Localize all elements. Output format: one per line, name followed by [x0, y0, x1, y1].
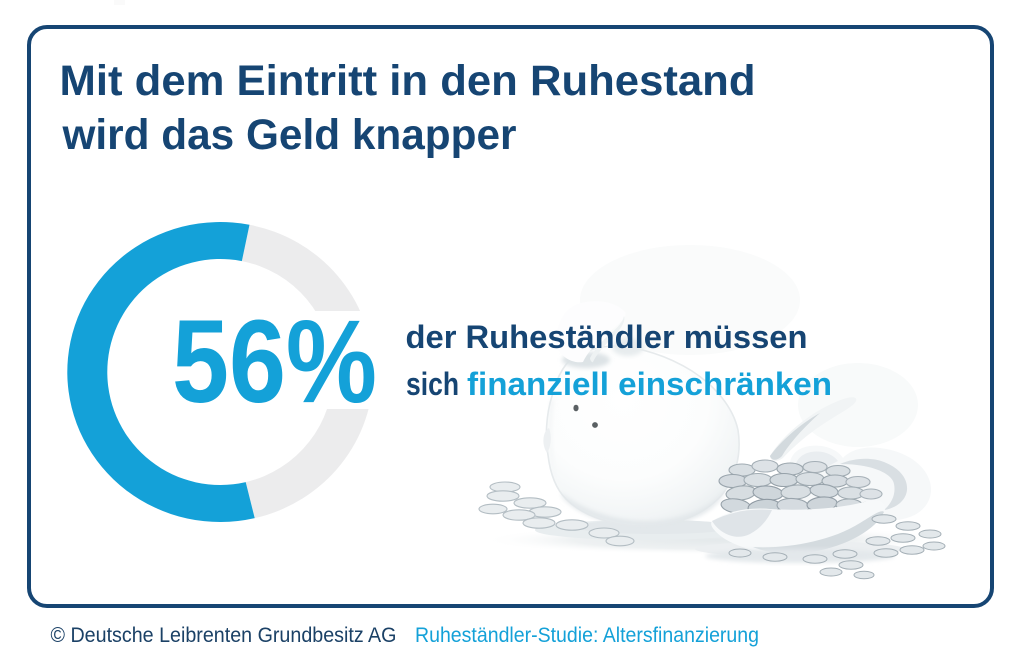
svg-text:wird das Geld knapper: wird das Geld knapper: [62, 111, 517, 159]
svg-text:56%: 56%: [172, 296, 377, 428]
svg-text:© Deutsche Leibrenten Grundbes: © Deutsche Leibrenten Grundbesitz AG: [51, 624, 397, 647]
svg-text:sich: sich: [406, 366, 459, 402]
svg-text:finanziell einschränken: finanziell einschränken: [467, 366, 832, 402]
svg-text:der Ruheständler müssen: der Ruheständler müssen: [406, 319, 808, 355]
svg-text:Ruheständler-Studie: Altersfin: Ruheständler-Studie: Altersfinanzierung: [415, 624, 759, 647]
svg-text:Mit dem Eintritt in den Ruhest: Mit dem Eintritt in den Ruhestand: [60, 57, 756, 105]
